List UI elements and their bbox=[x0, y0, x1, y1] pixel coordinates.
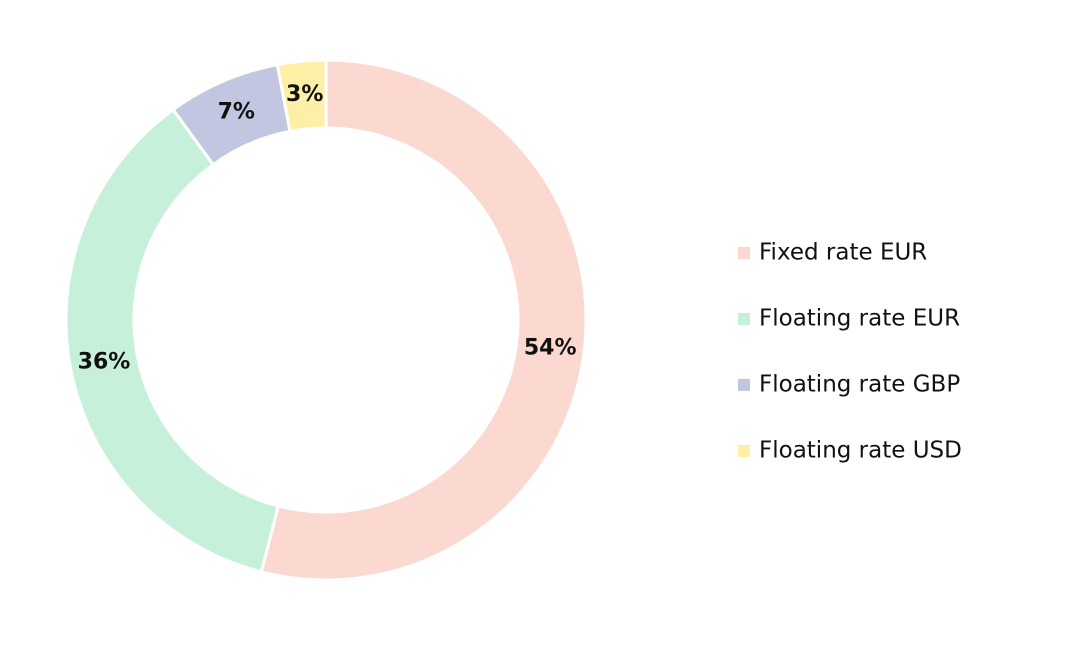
legend-swatch bbox=[738, 313, 750, 325]
legend-label: Floating rate GBP bbox=[759, 372, 960, 398]
donut-slice bbox=[275, 58, 328, 134]
value-label: 36% bbox=[78, 349, 131, 374]
legend-swatch bbox=[738, 379, 750, 391]
legend-label: Floating rate USD bbox=[759, 438, 962, 464]
legend-swatch bbox=[738, 247, 750, 259]
value-label: 7% bbox=[218, 100, 255, 125]
donut-slice bbox=[64, 107, 281, 574]
value-label: 54% bbox=[524, 335, 577, 360]
legend-swatch bbox=[738, 445, 750, 457]
legend-label: Fixed rate EUR bbox=[759, 240, 927, 266]
donut-slice bbox=[259, 58, 588, 582]
legend-label: Floating rate EUR bbox=[759, 306, 960, 332]
value-label: 3% bbox=[286, 82, 323, 107]
